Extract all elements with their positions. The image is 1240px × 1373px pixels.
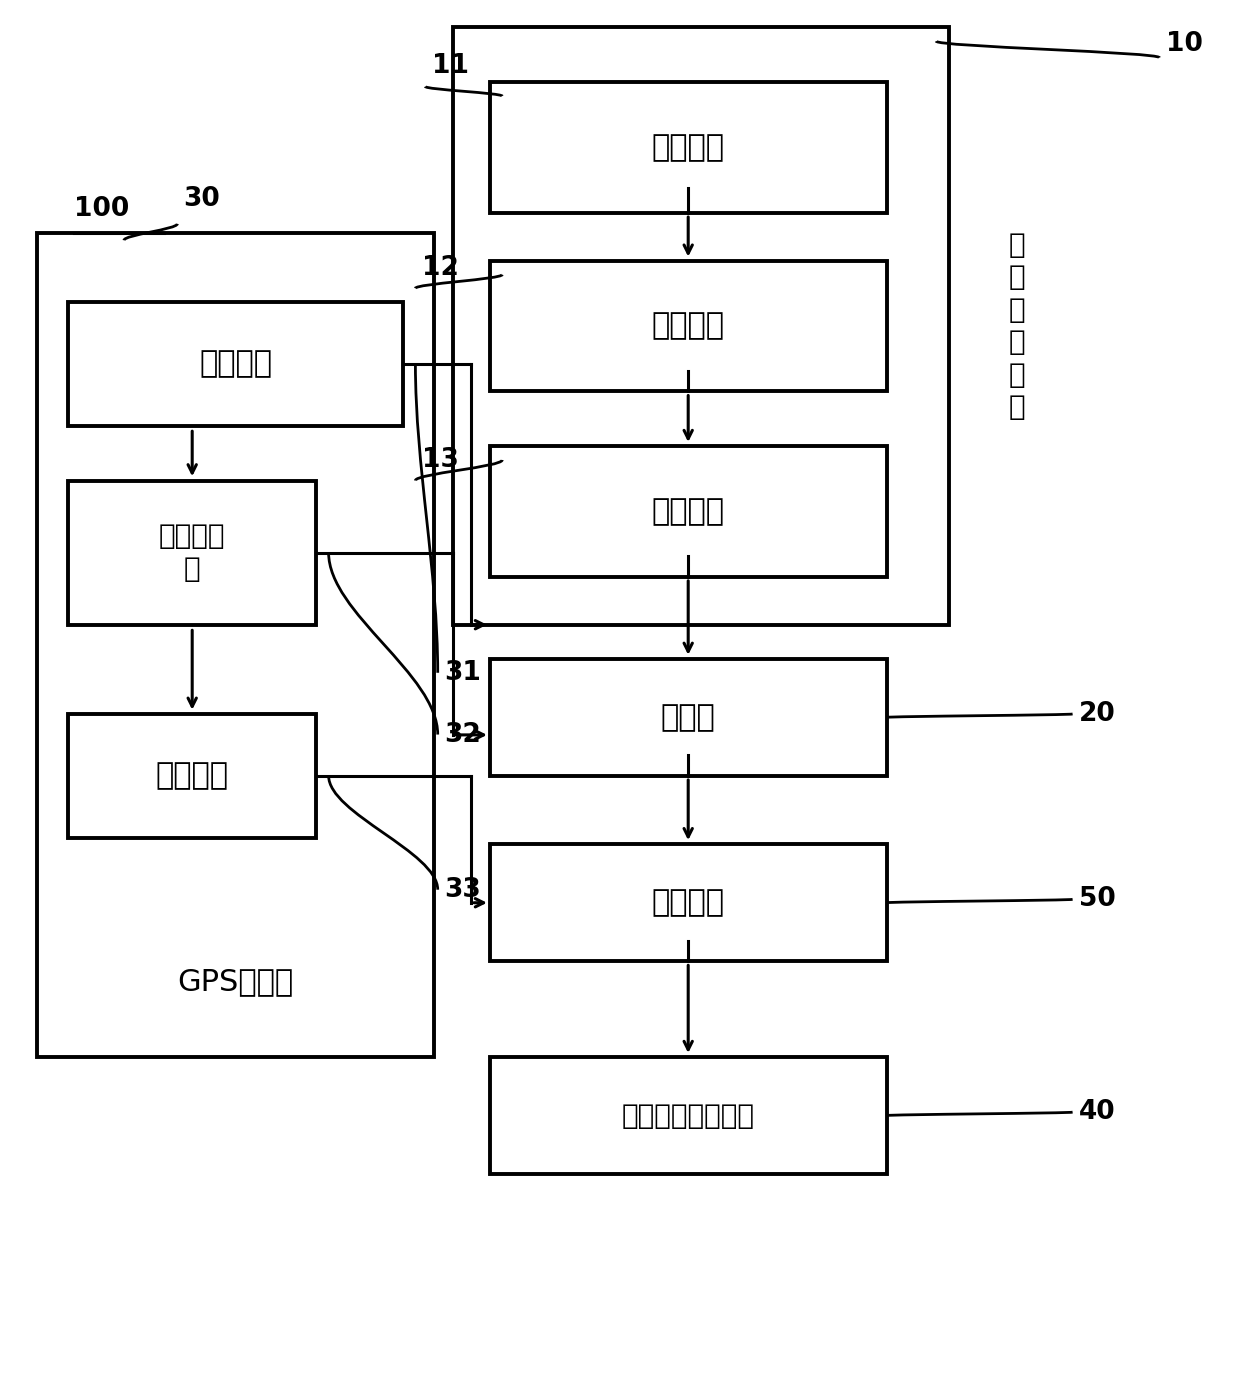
Text: 100: 100 <box>74 196 130 221</box>
Text: 31: 31 <box>444 660 481 685</box>
Bar <box>453 27 949 625</box>
Text: 40: 40 <box>1079 1100 1116 1124</box>
Text: GPS导航仪: GPS导航仪 <box>177 967 294 997</box>
Text: 32: 32 <box>444 722 481 747</box>
Text: 分析单元: 分析单元 <box>652 312 724 341</box>
Bar <box>68 302 403 426</box>
Text: 12: 12 <box>422 255 459 280</box>
Text: 20: 20 <box>1079 702 1116 726</box>
Bar <box>490 82 887 213</box>
Text: 11: 11 <box>432 54 469 78</box>
Text: 延时装置: 延时装置 <box>652 888 724 917</box>
Text: 选择模块: 选择模块 <box>156 761 228 791</box>
Bar <box>490 1057 887 1174</box>
Bar <box>37 233 434 1057</box>
Text: 50: 50 <box>1079 887 1116 912</box>
Text: 控制器: 控制器 <box>661 703 715 732</box>
Text: 30: 30 <box>184 187 221 211</box>
Text: 判断单元: 判断单元 <box>652 497 724 526</box>
Text: 33: 33 <box>444 877 481 902</box>
Text: 13: 13 <box>422 448 459 472</box>
Bar <box>490 446 887 577</box>
Bar <box>490 261 887 391</box>
Text: 10: 10 <box>1166 32 1203 56</box>
Text: 倒计时模
块: 倒计时模 块 <box>159 522 226 584</box>
Bar <box>68 714 316 838</box>
Text: 疲
劳
检
测
装
置: 疲 劳 检 测 装 置 <box>1008 231 1025 422</box>
Bar <box>68 481 316 625</box>
Bar <box>490 659 887 776</box>
Text: 提示装置: 提示装置 <box>200 349 272 379</box>
Text: 摄像单元: 摄像单元 <box>652 133 724 162</box>
Text: 自动驾驶控制装置: 自动驾驶控制装置 <box>621 1101 755 1130</box>
Bar <box>490 844 887 961</box>
